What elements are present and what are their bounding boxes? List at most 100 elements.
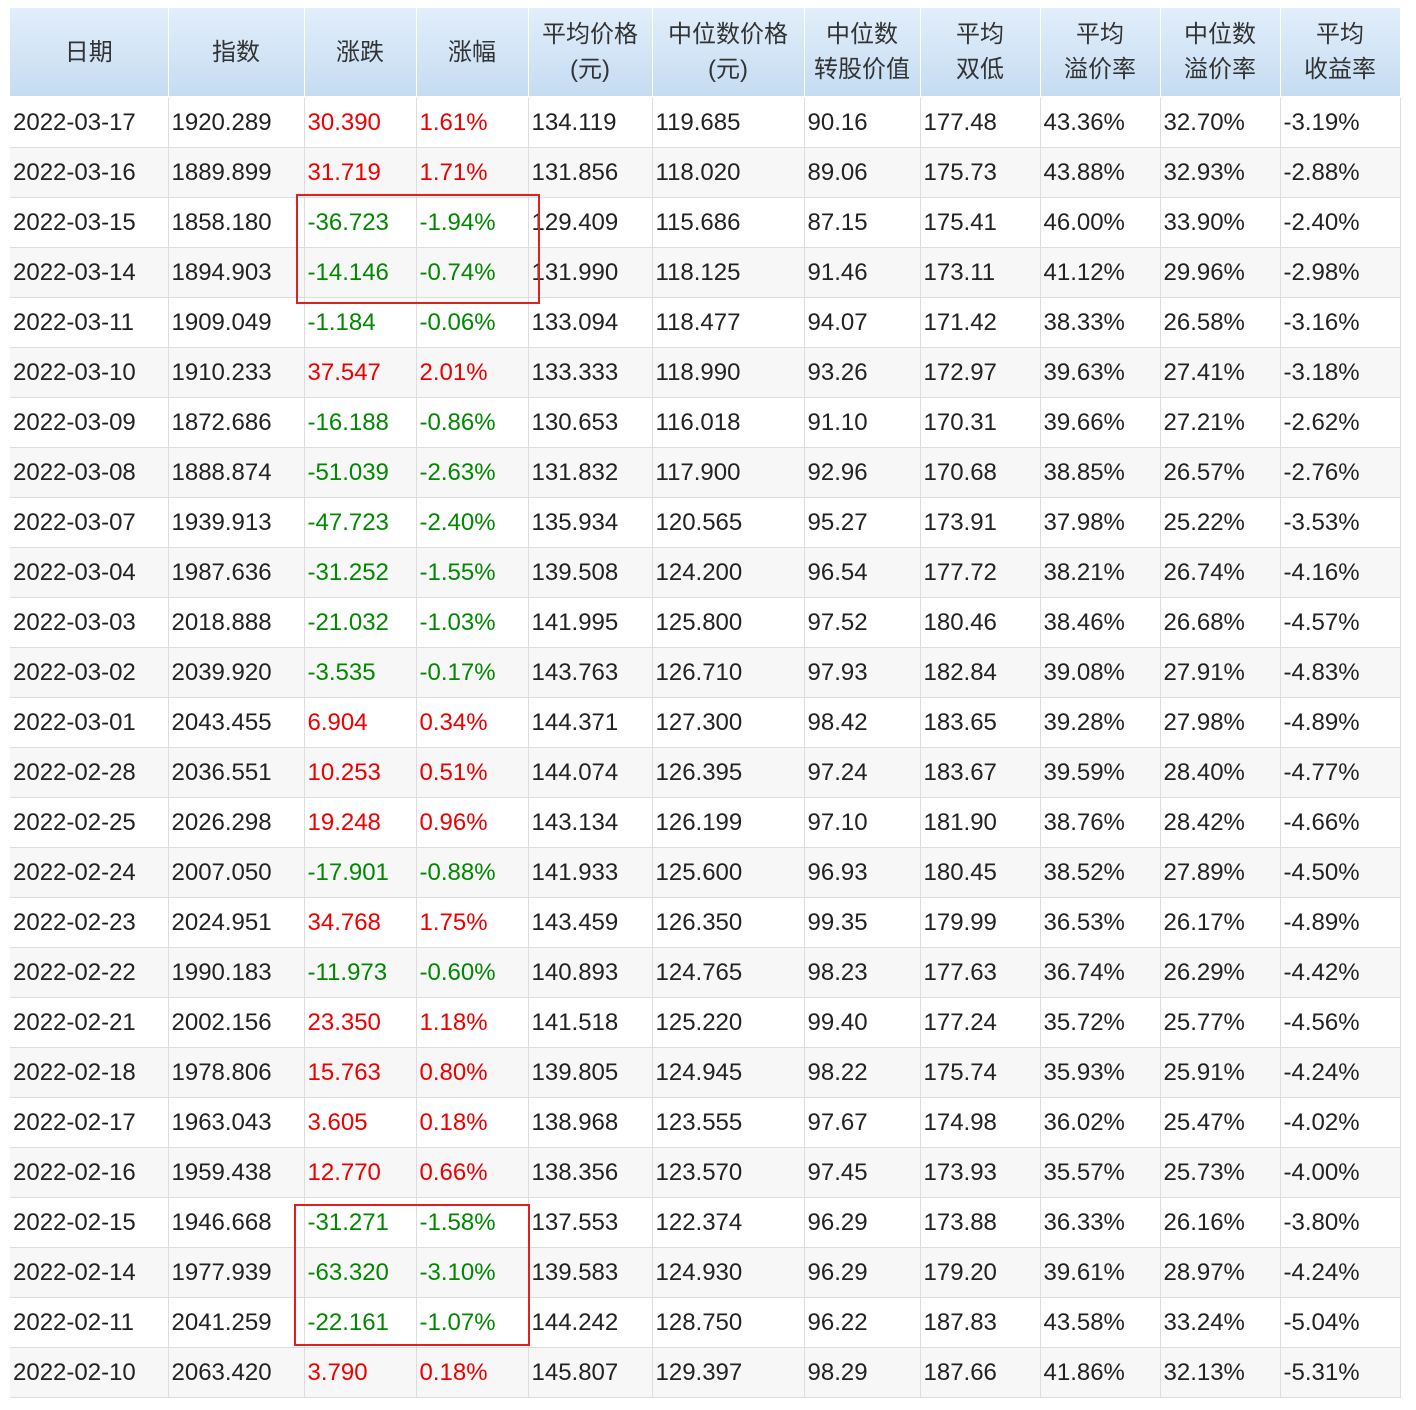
table-cell: 140.893 (528, 947, 653, 998)
table-cell: 1939.913 (168, 497, 305, 548)
header-line: 中位数价格 (668, 21, 788, 48)
header-cell: 中位数价格 (元) (652, 8, 805, 98)
table-cell: 92.96 (804, 447, 921, 498)
table-cell: 133.094 (528, 297, 653, 348)
table-cell: 98.42 (804, 697, 921, 748)
table-cell: 25.77% (1160, 997, 1281, 1048)
table-cell: 12.770 (304, 1147, 417, 1198)
table-cell: 28.42% (1160, 797, 1281, 848)
table-cell: 124.930 (652, 1247, 805, 1298)
table-cell: -2.62% (1280, 397, 1401, 448)
table-cell: 116.018 (652, 397, 805, 448)
table-cell: 97.24 (804, 747, 921, 798)
table-cell: -0.86% (416, 397, 529, 448)
table-cell: 96.29 (804, 1197, 921, 1248)
header-line: 涨幅 (448, 38, 496, 66)
table-cell: 173.11 (920, 247, 1041, 298)
table-cell: 2022-02-28 (10, 747, 169, 798)
table-cell: -4.56% (1280, 997, 1401, 1048)
table-cell: 35.72% (1040, 997, 1161, 1048)
table-cell: -17.901 (304, 847, 417, 898)
table-cell: 124.200 (652, 547, 805, 598)
table-cell: 173.93 (920, 1147, 1041, 1198)
table-cell: 1872.686 (168, 397, 305, 448)
header-line: 中位数 (826, 21, 898, 48)
table-cell: 36.33% (1040, 1197, 1161, 1248)
data-table: 日期 指数 涨跌 涨幅 平均价格 (元) 中位数价格 (元) 中位数 转股价值 平均 双低 平均 溢价率中… (10, 8, 1401, 1398)
table-cell: 125.800 (652, 597, 805, 648)
table-cell: 35.57% (1040, 1147, 1161, 1198)
table-cell: 129.397 (652, 1347, 805, 1398)
table-cell: 180.45 (920, 847, 1041, 898)
table-cell: 98.23 (804, 947, 921, 998)
table-cell: 180.46 (920, 597, 1041, 648)
table-cell: 1978.806 (168, 1047, 305, 1098)
table-cell: 1987.636 (168, 547, 305, 598)
table-cell: -4.89% (1280, 697, 1401, 748)
header-line: 平均价格 (542, 21, 638, 48)
table-cell: 46.00% (1040, 197, 1161, 248)
table-cell: -2.63% (416, 447, 529, 498)
table-cell: 1.61% (416, 97, 529, 148)
table-cell: 0.34% (416, 697, 529, 748)
table-cell: 173.88 (920, 1197, 1041, 1248)
table-cell: 118.020 (652, 147, 805, 198)
table-cell: 98.29 (804, 1347, 921, 1398)
table-cell: -2.98% (1280, 247, 1401, 298)
table-cell: 117.900 (652, 447, 805, 498)
table-cell: 126.710 (652, 647, 805, 698)
header-line: 平均 (1316, 21, 1364, 48)
table-cell: 134.119 (528, 97, 653, 148)
table-cell: 2036.551 (168, 747, 305, 798)
table-cell: 2022-02-16 (10, 1147, 169, 1198)
table-cell: -47.723 (304, 497, 417, 548)
table-cell: 2022-03-14 (10, 247, 169, 298)
table-row: 2022-02-24 2007.050 -17.901 -0.88% 141.933 12… (10, 847, 1401, 898)
table-cell: 2002.156 (168, 997, 305, 1048)
header-line: 溢价率 (1064, 56, 1136, 83)
table-cell: 127.300 (652, 697, 805, 748)
table-cell: 19.248 (304, 797, 417, 848)
table-cell: 130.653 (528, 397, 653, 448)
table-row: 2022-03-01 2043.455 6.904 0.34% 144.371 127.3… (10, 697, 1401, 748)
table-row: 2022-02-23 2024.951 34.768 1.75% 143.459 126.… (10, 897, 1401, 948)
table-cell: 97.93 (804, 647, 921, 698)
table-cell: 89.06 (804, 147, 921, 198)
table-cell: -3.19% (1280, 97, 1401, 148)
table-cell: -0.17% (416, 647, 529, 698)
table-cell: 1910.233 (168, 347, 305, 398)
table-cell: 43.36% (1040, 97, 1161, 148)
header-line: (元) (708, 56, 748, 83)
table-cell: 2043.455 (168, 697, 305, 748)
table-cell: 28.97% (1160, 1247, 1281, 1298)
table-cell: 2022-02-18 (10, 1047, 169, 1098)
table-cell: 118.990 (652, 347, 805, 398)
table-cell: -51.039 (304, 447, 417, 498)
table-cell: 2022-02-17 (10, 1097, 169, 1148)
table-cell: -1.55% (416, 547, 529, 598)
table-cell: 0.66% (416, 1147, 529, 1198)
table-cell: 95.27 (804, 497, 921, 548)
table-cell: 139.805 (528, 1047, 653, 1098)
header-cell: 指数 (168, 8, 305, 98)
table-cell: 3.605 (304, 1097, 417, 1148)
table-row: 2022-03-09 1872.686 -16.188 -0.86% 130.653 11… (10, 397, 1401, 448)
table-cell: -5.31% (1280, 1347, 1401, 1398)
table-cell: 2007.050 (168, 847, 305, 898)
header-row: 日期 指数 涨跌 涨幅 平均价格 (元) 中位数价格 (元) 中位数 转股价值 平均 双低 平均 溢价率中… (10, 8, 1401, 98)
table-cell: 38.21% (1040, 547, 1161, 598)
table-cell: 0.18% (416, 1097, 529, 1148)
table-cell: 36.02% (1040, 1097, 1161, 1148)
table-cell: 141.518 (528, 997, 653, 1048)
table-cell: 138.356 (528, 1147, 653, 1198)
table-cell: 29.96% (1160, 247, 1281, 298)
table-cell: 174.98 (920, 1097, 1041, 1148)
table-cell: 1990.183 (168, 947, 305, 998)
table-row: 2022-02-21 2002.156 23.350 1.18% 141.518 125.… (10, 997, 1401, 1048)
table-cell: 177.72 (920, 547, 1041, 598)
table-cell: 187.66 (920, 1347, 1041, 1398)
highlight-box (294, 1204, 530, 1346)
table-cell: 1920.289 (168, 97, 305, 148)
table-cell: 182.84 (920, 647, 1041, 698)
